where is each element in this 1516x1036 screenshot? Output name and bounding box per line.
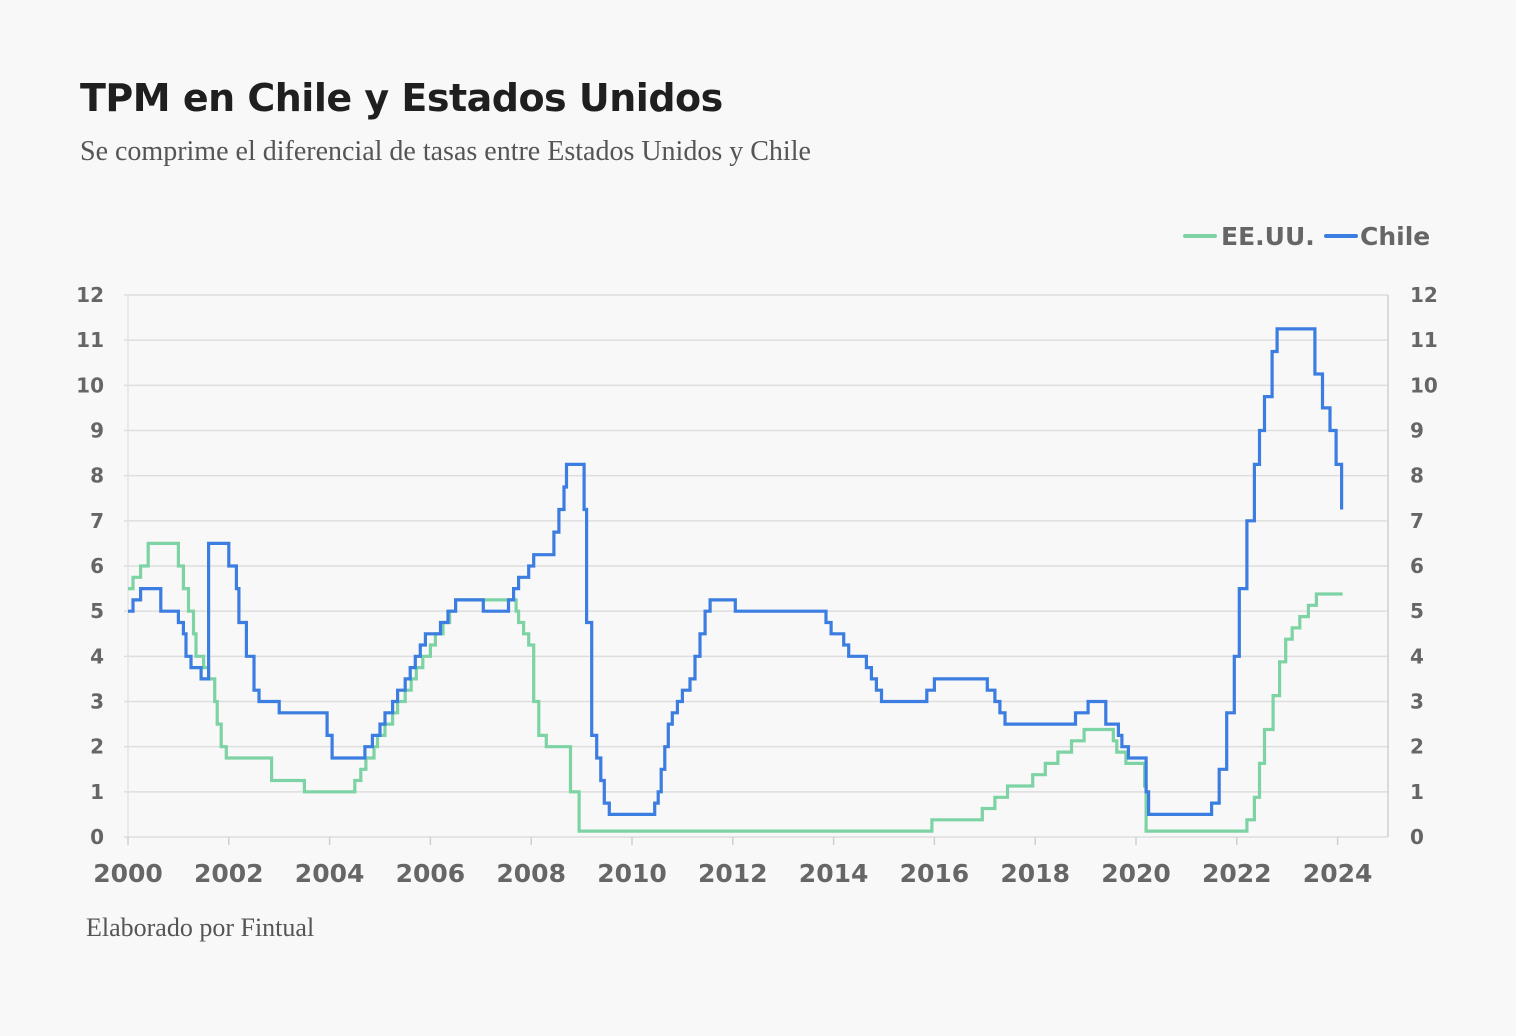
y-tick-left-2: 2: [90, 735, 104, 759]
y-tick-left-4: 4: [90, 644, 104, 668]
y-tick-left-0: 0: [90, 825, 104, 849]
x-tick-2012: 2012: [698, 859, 768, 888]
y-tick-right-6: 6: [1410, 554, 1424, 578]
legend: EE.UU. Chile: [1183, 222, 1430, 251]
x-axis: 2000 2002 2004 2006 2008 2010 2012 2014 2016 2018…: [93, 837, 1372, 888]
legend-label-chile: Chile: [1360, 222, 1430, 251]
x-tick-2000: 2000: [93, 859, 163, 888]
x-tick-2022: 2022: [1202, 859, 1272, 888]
y-tick-left-9: 9: [90, 419, 104, 443]
series-lines: [128, 327, 1344, 833]
series-line-chile: [128, 327, 1344, 816]
x-tick-2008: 2008: [496, 859, 566, 888]
y-tick-right-10: 10: [1410, 373, 1438, 397]
x-tick-2020: 2020: [1101, 859, 1171, 888]
legend-label-eeuu: EE.UU.: [1221, 222, 1315, 251]
y-tick-left-12: 12: [76, 283, 104, 307]
source-note: Elaborado por Fintual: [86, 913, 315, 942]
y-tick-right-11: 11: [1410, 328, 1438, 352]
y-tick-left-5: 5: [90, 599, 104, 623]
x-tick-2004: 2004: [295, 859, 365, 888]
y-tick-right-1: 1: [1410, 780, 1424, 804]
y-tick-right-3: 3: [1410, 690, 1424, 714]
y-tick-left-6: 6: [90, 554, 104, 578]
chart-subtitle: Se comprime el diferencial de tasas entr…: [80, 136, 811, 167]
y-tick-right-2: 2: [1410, 735, 1424, 759]
x-tick-2016: 2016: [900, 859, 970, 888]
y-tick-right-12: 12: [1410, 283, 1438, 307]
x-tick-2010: 2010: [597, 859, 667, 888]
x-tick-2018: 2018: [1000, 859, 1070, 888]
y-tick-right-4: 4: [1410, 644, 1424, 668]
y-tick-left-1: 1: [90, 780, 104, 804]
grid: [124, 294, 1389, 838]
y-tick-left-3: 3: [90, 690, 104, 714]
y-tick-left-10: 10: [76, 373, 104, 397]
x-tick-2002: 2002: [194, 859, 264, 888]
series-line-eeuu: [128, 541, 1343, 833]
x-tick-2024: 2024: [1303, 859, 1373, 888]
y-tick-right-8: 8: [1410, 464, 1424, 488]
y-tick-left-7: 7: [90, 509, 104, 533]
y-tick-right-0: 0: [1410, 825, 1424, 849]
legend-item-eeuu[interactable]: EE.UU.: [1183, 222, 1315, 251]
chart-title: TPM en Chile y Estados Unidos: [80, 76, 723, 120]
y-tick-right-7: 7: [1410, 509, 1424, 533]
y-tick-left-11: 11: [76, 328, 104, 352]
y-tick-right-5: 5: [1410, 599, 1424, 623]
legend-item-chile[interactable]: Chile: [1324, 222, 1430, 251]
y-tick-right-9: 9: [1410, 419, 1424, 443]
x-tick-2014: 2014: [799, 859, 869, 888]
y-tick-left-8: 8: [90, 464, 104, 488]
x-tick-2006: 2006: [396, 859, 466, 888]
